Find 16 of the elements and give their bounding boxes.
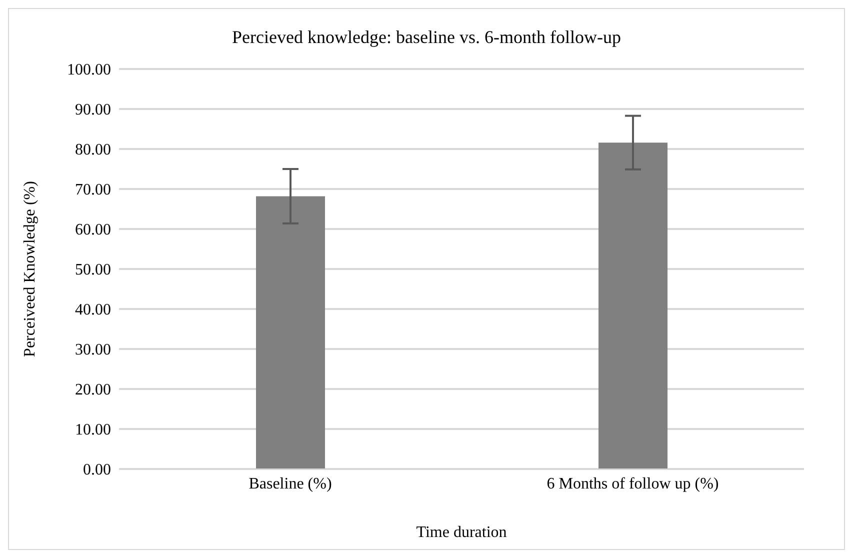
y-tick-label: 50.00 (75, 262, 111, 279)
x-tick-label: Baseline (%) (248, 475, 332, 492)
y-tick-label: 20.00 (75, 382, 111, 399)
y-tick-label: 0.00 (83, 462, 111, 479)
x-tick-label: 6 Months of follow up (%) (546, 475, 719, 492)
y-tick-label: 10.00 (75, 422, 111, 439)
y-tick-label: 40.00 (75, 302, 111, 319)
y-tick-label: 30.00 (75, 342, 111, 359)
y-tick-label: 70.00 (75, 182, 111, 199)
chart-title: Percieved knowledge: baseline vs. 6-month follow-up (231, 27, 622, 48)
y-tick-label: 80.00 (75, 142, 111, 159)
x-axis-title: Time duration (416, 524, 507, 541)
y-tick-label: 100.00 (67, 62, 111, 79)
y-tick-label: 60.00 (75, 222, 111, 239)
y-tick-label: 90.00 (75, 102, 111, 119)
y-axis-title: Perceiveed Knowledge (%) (22, 181, 39, 357)
